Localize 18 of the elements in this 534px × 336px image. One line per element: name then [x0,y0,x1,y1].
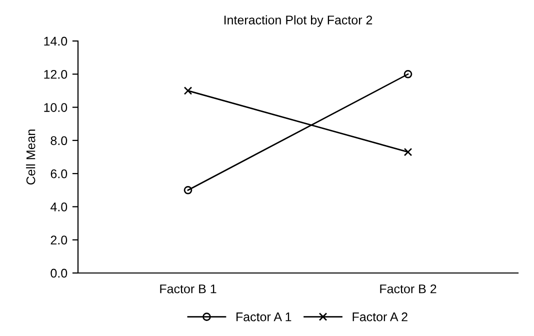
y-axis-title: Cell Mean [26,130,36,184]
point [404,148,412,156]
point [184,86,192,95]
y-tick-label: 14.0 [44,36,68,46]
y-tick-label: 0.0 [50,268,68,278]
y-tick-label: 6.0 [50,169,68,178]
chart-title: Interaction Plot by Factor 2 [224,15,372,27]
x-tick-label: Factor B 1 [160,284,216,294]
y-tick-label: 12.0 [44,70,68,79]
y-tick-label: 2.0 [50,236,68,245]
y-tick-label: 8.0 [50,136,68,146]
point [404,70,412,78]
y-tick-label: 10.0 [44,103,68,112]
point [184,186,192,194]
legend-label: Factor A 2 [352,312,408,322]
legend-label: Factor A 1 [236,312,292,322]
x-tick-label: Factor B 2 [380,284,436,294]
y-tick-label: 4.0 [50,202,68,212]
